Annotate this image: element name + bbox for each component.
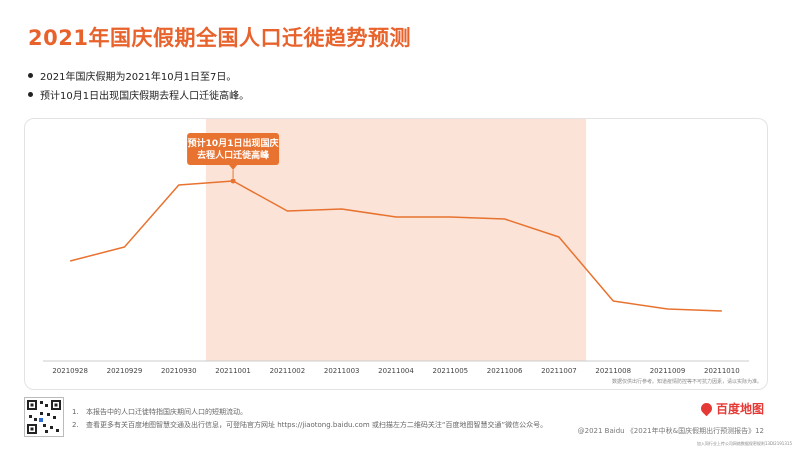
annotation-text: 去程人口迁徙高峰 bbox=[197, 149, 270, 161]
footnote-number: 1. bbox=[72, 408, 79, 416]
x-tick-label: 20211008 bbox=[595, 367, 631, 375]
x-tick-label: 20210930 bbox=[161, 367, 197, 375]
line-chart: 20210928 20210929 20210930 20211001 20211002… bbox=[43, 119, 749, 375]
footnote-item: 2. 查看更多有关百度地图智慧交通及出行信息，可登陆官方网址 https://ji… bbox=[72, 419, 547, 432]
bullet-item: 预计10月1日出现国庆假期去程人口迁徙高峰。 bbox=[28, 85, 249, 104]
bullet-list: 2021年国庆假期为2021年10月1日至7日。 预计10月1日出现国庆假期去程… bbox=[28, 66, 249, 104]
bullet-text: 预计10月1日出现国庆假期去程人口迁徙高峰。 bbox=[40, 91, 250, 102]
bullet-dot-icon bbox=[28, 92, 33, 97]
bullet-dot-icon bbox=[28, 73, 33, 78]
x-tick-label: 20211010 bbox=[704, 367, 740, 375]
qr-code[interactable] bbox=[24, 397, 64, 437]
footnote-text: 查看更多有关百度地图智慧交通及出行信息，可登陆官方网址 https://jiao… bbox=[86, 421, 548, 429]
annotation-box bbox=[187, 133, 280, 165]
x-tick-label: 20211003 bbox=[324, 367, 360, 375]
copyright: @2021 Baidu 《2021年中秋&国庆假期出行预测报告》12 bbox=[577, 427, 764, 435]
brand-logo: 百度地图 bbox=[698, 400, 764, 417]
bullet-item: 2021年国庆假期为2021年10月1日至7日。 bbox=[28, 66, 249, 85]
x-tick-label: 20211006 bbox=[487, 367, 523, 375]
annotation-pointer bbox=[229, 165, 238, 170]
qr-code-icon bbox=[27, 400, 61, 434]
footnote-number: 2. bbox=[72, 421, 79, 429]
annotation-text: 预计10月1日出现国庆 bbox=[188, 137, 279, 149]
x-tick-label: 20211001 bbox=[215, 367, 251, 375]
series-line bbox=[69, 180, 722, 312]
bullet-text: 2021年国庆假期为2021年10月1日至7日。 bbox=[40, 72, 237, 83]
x-tick-label: 20210929 bbox=[107, 367, 143, 375]
brand-name: 百度地图 bbox=[715, 402, 764, 416]
footnote-item: 1. 本报告中的人口迁徙特指国庆期间人口的短期流动。 bbox=[72, 406, 547, 419]
x-tick-label: 20211004 bbox=[378, 367, 414, 375]
x-tick-label: 20211002 bbox=[270, 367, 306, 375]
x-tick-label: 20211007 bbox=[541, 367, 577, 375]
footnotes: 1. 本报告中的人口迁徙特指国庆期间人口的短期流动。 2. 查看更多有关百度地图智慧… bbox=[72, 406, 547, 432]
chart-panel: 20210928 20210929 20210930 20211001 20211002… bbox=[24, 118, 768, 390]
x-tick-label: 20211009 bbox=[650, 367, 686, 375]
footnote-text: 本报告中的人口迁徙特指国庆期间人口的短期流动。 bbox=[86, 408, 247, 416]
annotation-point bbox=[230, 178, 236, 184]
x-tick-label: 20211005 bbox=[432, 367, 468, 375]
map-pin-icon bbox=[698, 400, 715, 417]
license-text: 加入同行业上传公司网络数据保密规则13DI2191315 bbox=[696, 441, 792, 446]
x-tick-label: 20210928 bbox=[52, 367, 88, 375]
chart-note: 数据仅供出行参考。知道疫情防控等不可抗力因素，请以实际为准。 bbox=[611, 379, 762, 385]
page-title: 2021年国庆假期全国人口迁徙趋势预测 bbox=[28, 26, 411, 50]
